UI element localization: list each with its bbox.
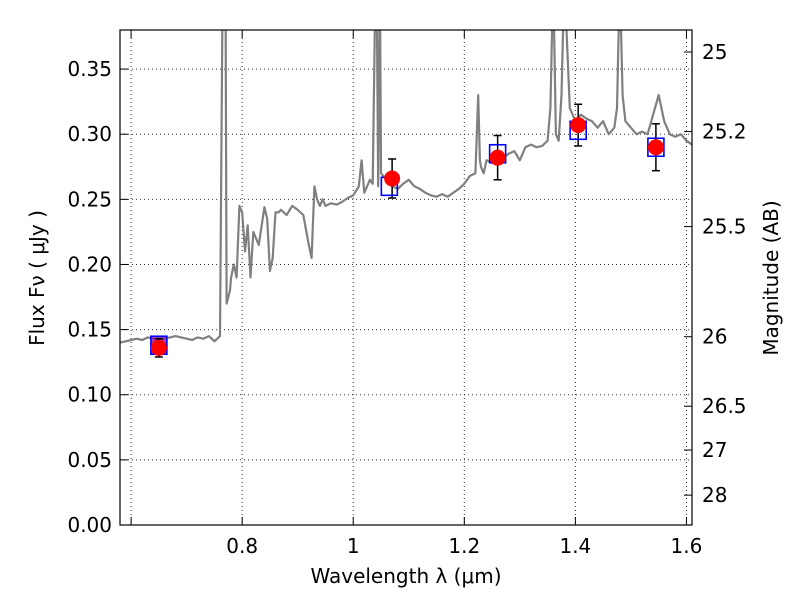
spectrum-line xyxy=(120,30,692,344)
mag-tick-label: 25.5 xyxy=(702,215,747,239)
axis-ticks: 0.8 1 1.2 1.4 1.6 0.00 0.05 0.10 0.15 0.20 0.25 0.3… xyxy=(67,30,747,558)
x-tick-label: 1.6 xyxy=(671,534,703,558)
mag-tick-label: 26 xyxy=(702,325,727,349)
mag-tick-label: 27 xyxy=(702,438,727,462)
observed-point xyxy=(489,149,506,166)
y-tick-label: 0.25 xyxy=(67,187,112,211)
spectrum-layer xyxy=(120,30,692,344)
x-tick-label: 1.4 xyxy=(559,534,591,558)
y-tick-label: 0.35 xyxy=(67,57,112,81)
y-tick-label: 0.15 xyxy=(67,318,112,342)
x-tick-label: 1 xyxy=(347,534,360,558)
y-tick-label: 0.05 xyxy=(67,448,112,472)
mag-tick-label: 26.5 xyxy=(702,394,747,418)
observed-point xyxy=(384,170,401,187)
observed-point xyxy=(570,117,587,134)
y-tick-label: 0.20 xyxy=(67,252,112,276)
mag-tick-label: 25.2 xyxy=(702,120,747,144)
grid xyxy=(120,30,692,526)
mag-tick-label: 28 xyxy=(702,483,727,507)
observed-point xyxy=(150,339,167,356)
right-axis-label: Magnitude (AB) xyxy=(759,200,783,355)
y-tick-label: 0.00 xyxy=(67,513,112,537)
y-tick-label: 0.30 xyxy=(67,122,112,146)
plot-frame xyxy=(119,29,693,526)
points-layer xyxy=(150,103,665,358)
x-tick-label: 1.2 xyxy=(448,534,480,558)
y-tick-label: 0.10 xyxy=(67,383,112,407)
mag-tick-label: 25 xyxy=(702,40,727,64)
y-axis-label: Flux Fν ( μJy ) xyxy=(25,210,49,346)
observed-point xyxy=(647,139,664,156)
x-tick-label: 0.8 xyxy=(226,534,258,558)
x-axis-label: Wavelength λ (μm) xyxy=(310,564,501,588)
